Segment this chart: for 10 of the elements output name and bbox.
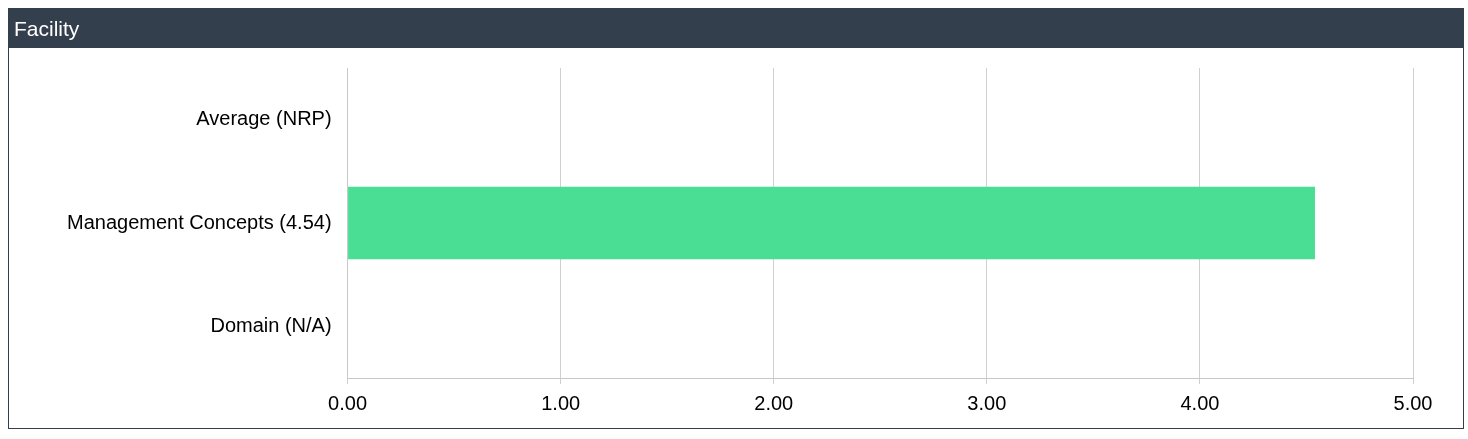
- y-tick-label: Management Concepts (4.54): [67, 210, 332, 233]
- x-tick-label: 5.00: [1393, 391, 1433, 414]
- x-tick-label: 2.00: [754, 391, 794, 414]
- text: Facility: [8, 8, 1464, 48]
- x-tick-label: 1.00: [541, 391, 581, 414]
- x-tick-label: 3.00: [967, 391, 1007, 414]
- x-tick-label: 0.00: [328, 391, 368, 414]
- y-tick-label: Domain (N/A): [210, 313, 332, 336]
- x-tick-label: 4.00: [1180, 391, 1220, 414]
- y-tick-label: Average (NRP): [196, 107, 332, 130]
